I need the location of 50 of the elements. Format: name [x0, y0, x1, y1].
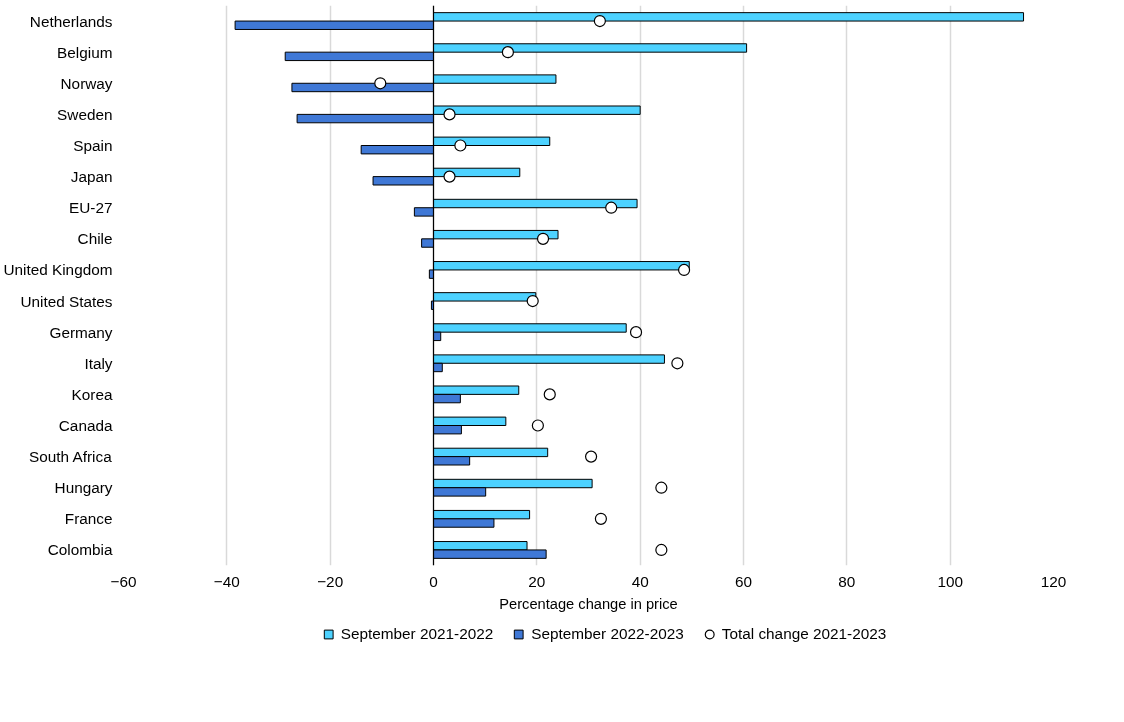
y-tick-label: Chile: [77, 230, 113, 248]
x-tick-label: 0: [429, 572, 438, 590]
y-tick-label: South Africa: [29, 448, 113, 466]
point: [454, 139, 467, 152]
x-axis-title: Percentage change in price: [499, 595, 678, 612]
point: [655, 543, 668, 557]
point: [605, 201, 618, 214]
point: [443, 108, 456, 121]
y-tick-label: Colombia: [47, 541, 113, 559]
y-tick-label: Germany: [49, 323, 113, 341]
y-tick-label: Hungary: [54, 479, 113, 497]
x-tick-label: −60: [110, 572, 137, 590]
y-tick-label: Belgium: [57, 43, 113, 61]
x-tick-label: −40: [213, 572, 240, 590]
point: [526, 294, 539, 308]
point: [584, 450, 598, 463]
point: [531, 419, 544, 432]
legend-label: September 2021-2022: [340, 625, 494, 643]
y-tick-label: Sweden: [57, 105, 113, 123]
y-tick-label: United Kingdom: [3, 261, 113, 279]
point: [671, 357, 684, 370]
point: [543, 388, 556, 401]
point: [655, 481, 668, 494]
point: [593, 14, 606, 28]
y-tick-label: Spain: [73, 137, 113, 154]
point: [629, 326, 643, 339]
point: [594, 512, 607, 525]
x-tick-label: 60: [734, 572, 753, 590]
x-tick-label: −20: [317, 572, 344, 590]
x-tick-label: 120: [1040, 572, 1067, 590]
point: [374, 77, 387, 90]
point: [536, 232, 550, 245]
y-tick-label: Italy: [84, 354, 113, 372]
x-tick-label: 80: [838, 572, 856, 590]
y-tick-label: France: [64, 510, 113, 528]
point: [443, 170, 456, 183]
y-tick-label: EU-27: [69, 199, 113, 217]
y-tick-label: Korea: [71, 385, 113, 403]
x-tick-label: 20: [528, 572, 546, 590]
point: [677, 263, 691, 277]
y-tick-label: Japan: [70, 168, 113, 186]
y-tick-label: Canada: [58, 417, 113, 434]
y-tick-label: United States: [20, 292, 113, 310]
y-tick-label: Norway: [60, 74, 113, 92]
legend-label: September 2022-2023: [531, 625, 684, 643]
x-tick-label: 100: [937, 572, 963, 590]
y-tick-label: Netherlands: [29, 12, 113, 30]
legend-label: Total change 2021-2023: [721, 625, 887, 643]
x-tick-label: 40: [631, 572, 649, 590]
point: [501, 46, 514, 59]
